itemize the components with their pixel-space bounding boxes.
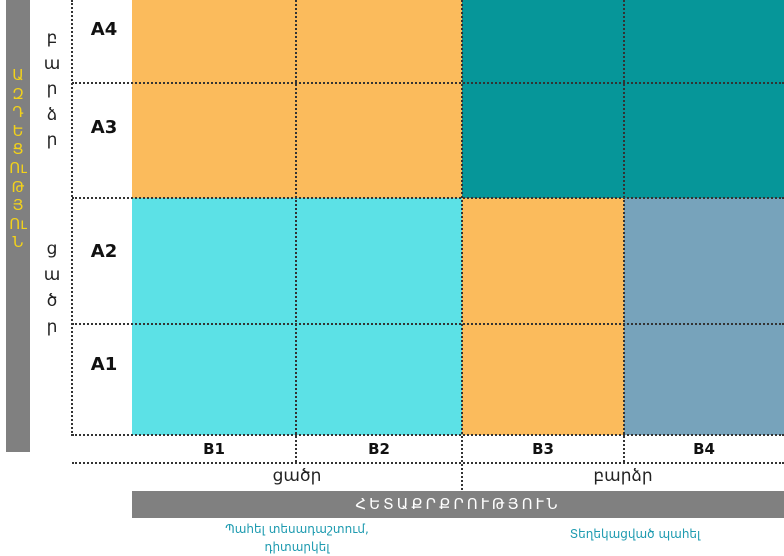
y-axis-low-char: ց (46, 239, 58, 259)
cell-b3-low-influence (462, 198, 624, 435)
y-axis-high-label: բ ա ր ձ ր (42, 26, 62, 154)
y-axis-high-char: ձ (46, 104, 58, 125)
y-axis-title-char: Ու (9, 214, 27, 233)
quadrant-low-interest-low-influence (132, 198, 462, 435)
y-axis-low-label: ց ա ծ ր (42, 236, 62, 340)
low-interest-note-line: դիտարկել (264, 540, 330, 554)
low-interest-note-line: Պահել տեսադաշտում, (225, 522, 369, 536)
y-axis-title-bar: Ա Զ Դ Ե Ց Ու Թ Յ Ու Ն (6, 0, 30, 452)
y-axis-high-char: ր (46, 79, 58, 99)
grid-line (72, 434, 784, 436)
grid-line (295, 0, 297, 462)
grid-line (72, 197, 784, 199)
y-axis-high-char: ա (43, 53, 61, 74)
grid-line (71, 0, 73, 436)
y-axis-title-char: Ա (12, 66, 24, 84)
row-label-a1: A1 (90, 354, 118, 375)
y-axis-low-char: ա (43, 265, 61, 285)
y-axis-title-char: Ու (9, 158, 27, 177)
column-label-b1: B1 (203, 440, 225, 458)
y-axis-title-char: Դ (12, 103, 24, 122)
column-label-b4: B4 (693, 440, 715, 458)
y-axis-title-char: Յ (12, 196, 24, 215)
x-axis-low-label: ցածր (272, 466, 322, 486)
x-axis-title: ՀԵՏԱՔՐՔՐՈՒԹՅՈՒՆ (132, 491, 784, 518)
column-label-b3: B3 (532, 440, 554, 458)
y-axis-high-char: բ (46, 28, 58, 48)
y-axis-title-char: Ե (12, 121, 24, 140)
quadrant-low-interest-high-influence (132, 0, 462, 198)
y-axis-title-char: Ց (12, 140, 24, 159)
y-axis-low-char: ր (46, 317, 58, 337)
y-axis-low-char: ծ (46, 291, 58, 311)
x-axis-high-label: բարձր (593, 466, 653, 486)
row-label-a4: A4 (90, 19, 118, 40)
row-label-a2: A2 (90, 241, 118, 262)
row-label-a3: A3 (90, 117, 118, 138)
y-axis-title-char: Ն (12, 233, 24, 252)
low-interest-note: Պահել տեսադաշտում, դիտարկել (132, 520, 462, 556)
grid-line (72, 462, 784, 464)
y-axis-title-char: Թ (11, 177, 25, 196)
y-axis-high-char: ր (46, 130, 58, 150)
grid-line (461, 0, 463, 490)
cell-b4-low-influence (624, 198, 784, 435)
grid-line (623, 0, 625, 462)
grid-line (72, 82, 784, 84)
high-interest-note: Տեղեկացված պահել (569, 527, 701, 541)
grid-line (72, 323, 784, 325)
y-axis-title-char: Զ (12, 84, 24, 103)
column-label-b2: B2 (368, 440, 390, 458)
